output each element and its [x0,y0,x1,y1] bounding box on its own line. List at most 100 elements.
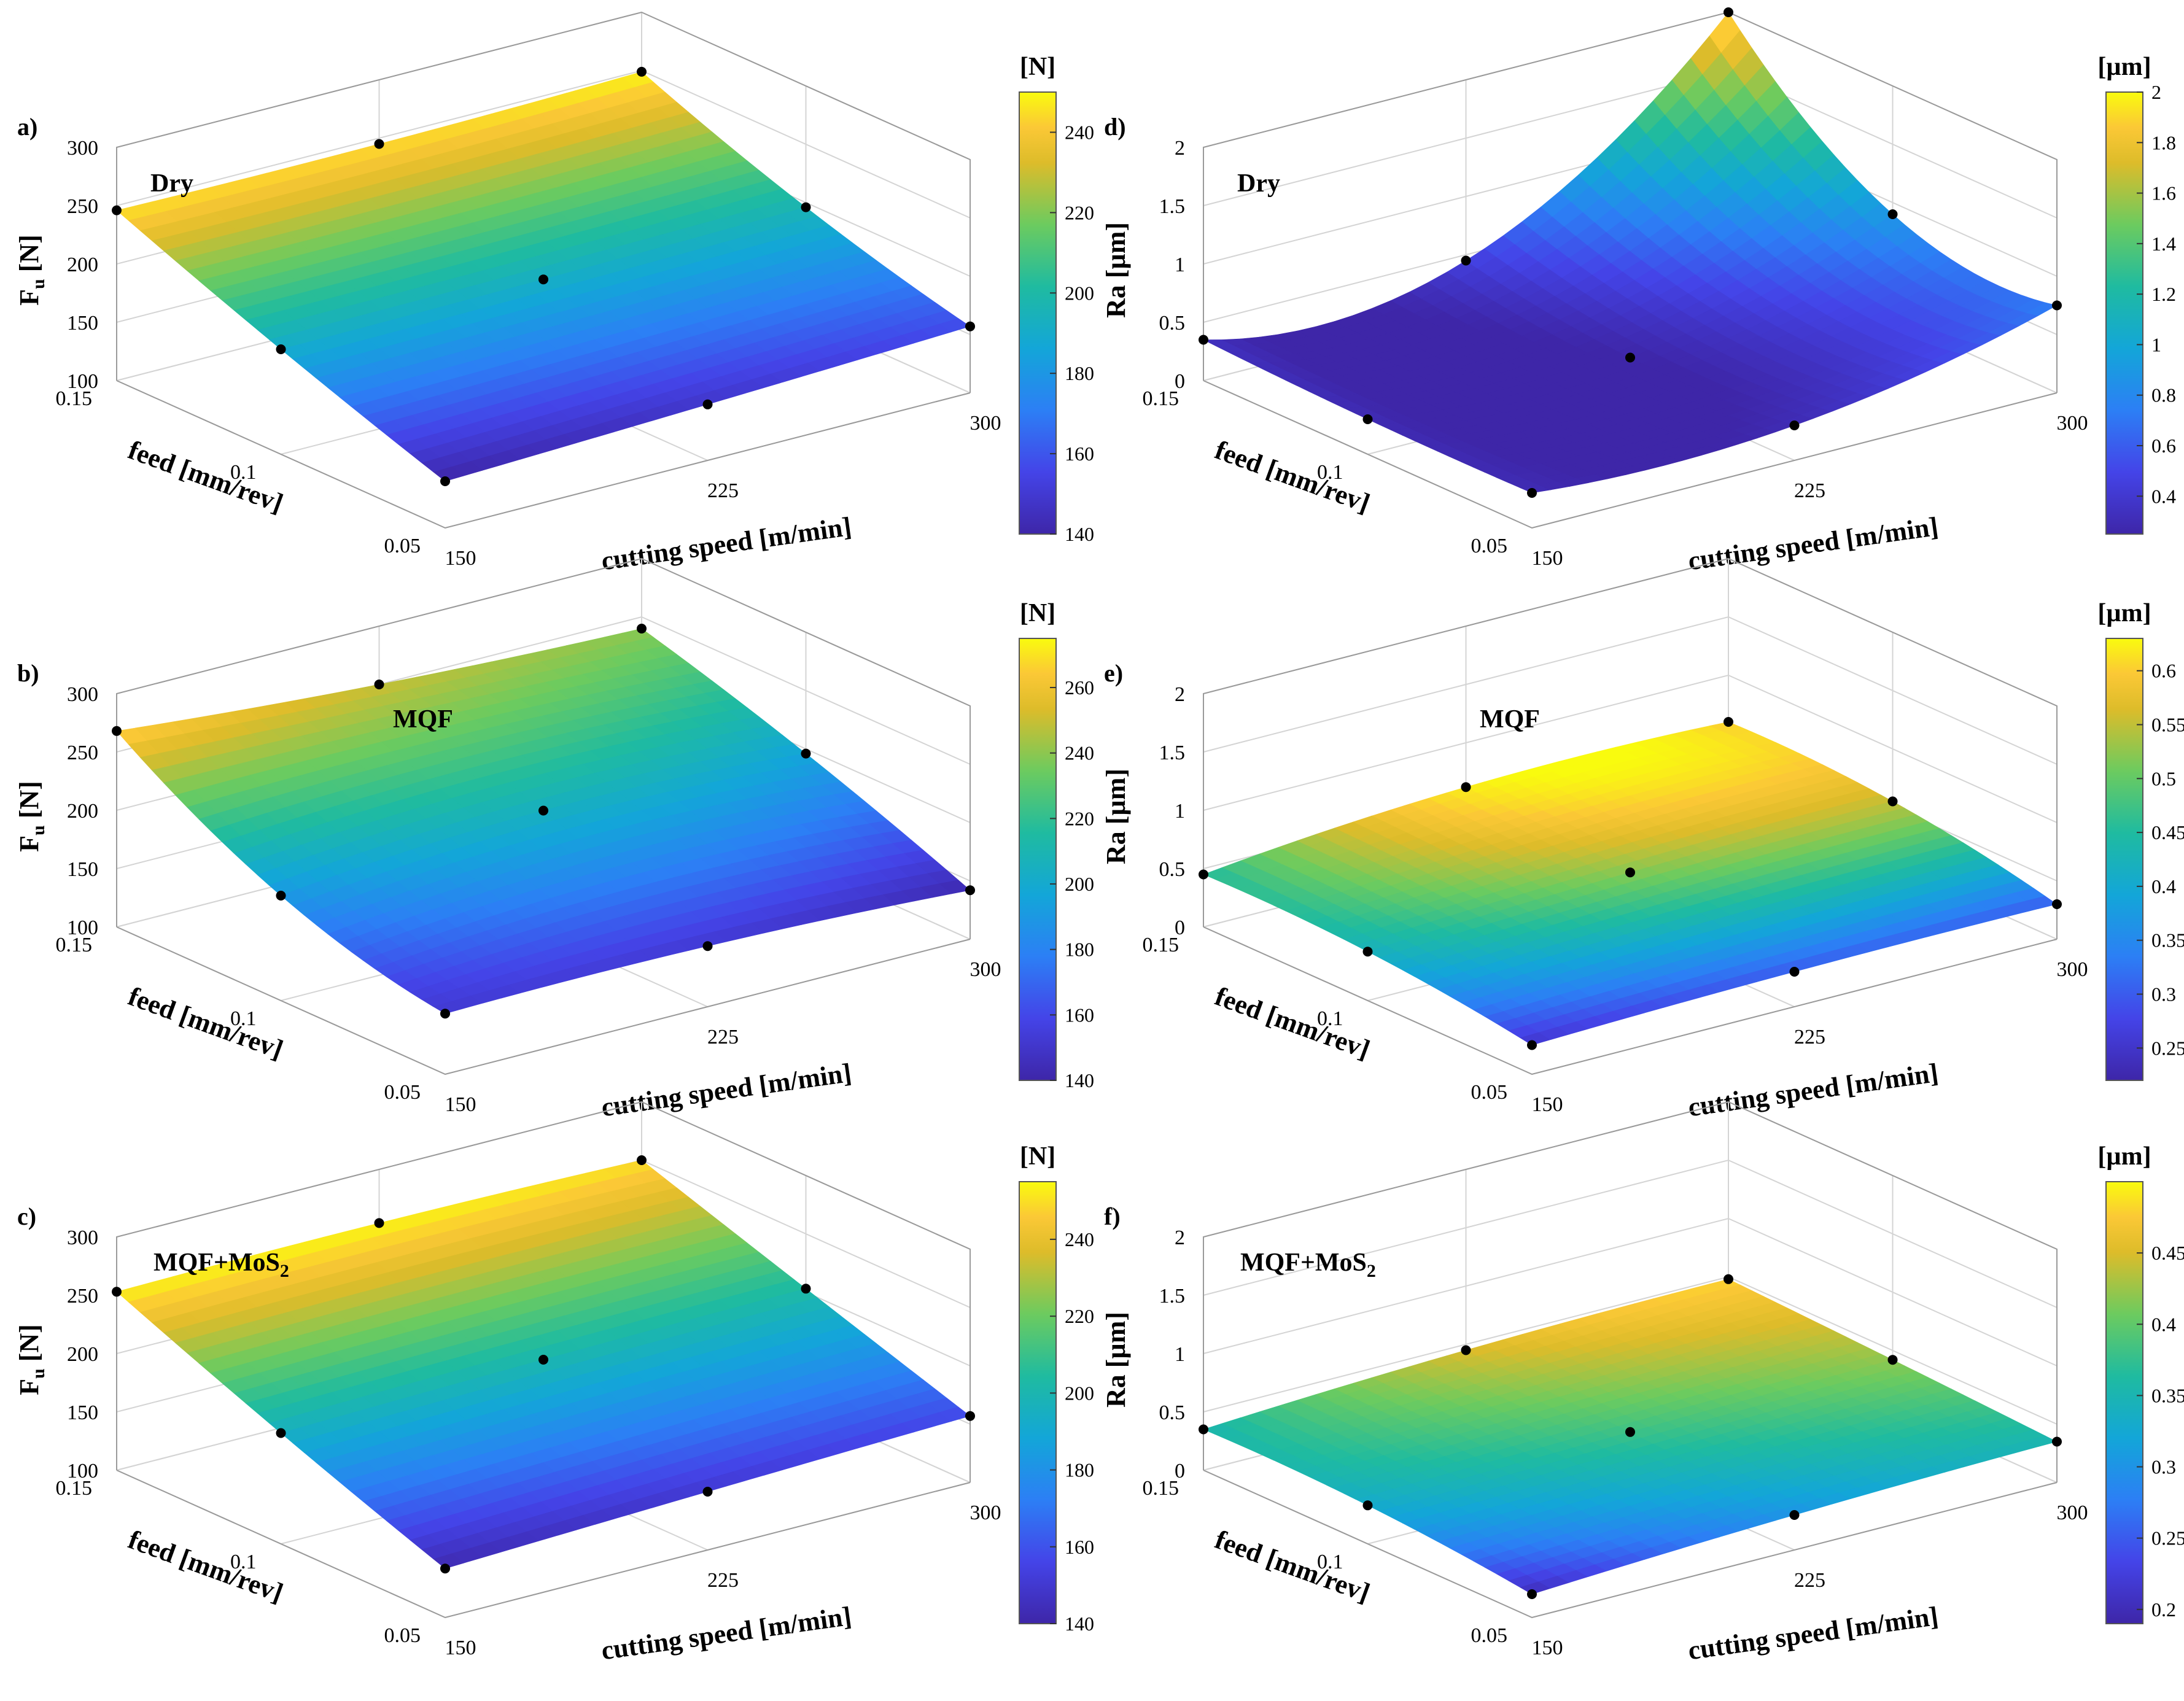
colorbar-tick-label: 220 [1065,807,1094,829]
data-point [440,1563,450,1574]
surface-facet [939,318,971,333]
colorbar-tick-label: 0.55 [2151,713,2184,735]
data-point [1723,717,1733,727]
series-label: MQF+MoS2 [154,1249,289,1281]
data-point [965,885,975,896]
colorbar-tick-label: 0.3 [2151,983,2176,1005]
colorbar-tick-label: 0.5 [2151,767,2176,789]
data-point [538,274,548,285]
data-point [1461,782,1471,792]
data-point [374,1218,384,1228]
data-point [2052,899,2062,909]
z-tick-label: 150 [67,1401,98,1424]
x-tick-label: 300 [970,412,1001,435]
y-tick-label: 0.05 [1471,1081,1508,1104]
z-axis-label: Fu [N] [14,781,49,852]
z-tick-label: 1 [1175,800,1185,823]
x-axis-label: cutting speed [m/min] [1686,511,1940,576]
data-point [112,205,122,215]
colorbar-tick-label: 1 [2151,333,2161,355]
data-point [801,202,811,212]
colorbar-tick-label: 140 [1065,1613,1094,1635]
x-axis-label: cutting speed [m/min] [1686,1058,1940,1123]
z-tick-label: 0.5 [1159,858,1186,881]
colorbar-unit-label: [N] [1020,1142,1055,1171]
colorbar-tick-label: 140 [1065,1069,1094,1091]
data-point [702,399,713,409]
colorbar-tick-label: 160 [1065,1536,1094,1558]
z-tick-label: 300 [67,137,98,160]
surface-mesh [116,71,971,482]
data-point [538,805,548,816]
axes-floor-edge [116,926,971,1075]
colorbar-tick-label: 1.6 [2151,182,2176,204]
z-tick-label: 150 [67,312,98,335]
y-tick-label: 0.05 [384,1624,421,1647]
colorbar-tick-label: 200 [1065,873,1094,895]
colorbar [2105,91,2143,535]
data-point [801,748,811,759]
surface-chart-c: 1001502002503001502253000.050.10.15cutti… [14,1101,1094,1665]
data-point [1527,1040,1537,1050]
wall-gridline [1203,557,2058,707]
series-label: Dry [1237,169,1280,198]
x-tick-label: 300 [2057,412,2088,435]
z-tick-label: 1.5 [1159,195,1186,218]
axes-box-outline [116,11,971,393]
z-tick-label: 300 [67,683,98,706]
colorbar-tick-label: 2 [2151,81,2161,103]
z-tick-label: 1 [1175,254,1185,276]
y-axis-label: feed [mm/rev] [1211,981,1374,1064]
z-axis-label: Fu [N] [14,234,49,306]
colorbar-tick-label: 240 [1065,742,1094,764]
surface-chart-b: 1001502002503001502253000.050.10.15cutti… [14,557,1094,1122]
axes-box [116,557,971,1075]
y-tick-label: 0.15 [56,934,93,956]
x-tick-label: 150 [1532,547,1563,570]
y-axis-label: feed [mm/rev] [124,435,287,518]
data-point [1461,255,1471,266]
colorbar [1019,1181,1057,1624]
data-point [1362,947,1373,957]
x-tick-label: 300 [970,958,1001,981]
series-label: Dry [150,169,193,198]
x-tick-label: 300 [2057,958,2088,981]
y-tick-label: 0.05 [384,1081,421,1104]
surface-chart-a: 1001502002503001502253000.050.10.15cutti… [14,11,1094,576]
surface-mesh [1203,12,2058,494]
z-tick-label: 2 [1175,137,1185,160]
colorbar-tick-label: 140 [1065,523,1094,545]
data-point [374,139,384,149]
colorbar-tick-label: 1.4 [2151,233,2176,255]
z-tick-label: 2 [1175,683,1185,706]
x-tick-label: 150 [445,547,476,570]
y-tick-label: 0.15 [1143,934,1179,956]
z-tick-label: 200 [67,1343,98,1366]
data-point [637,66,647,77]
data-point [440,476,450,486]
z-tick-label: 300 [67,1226,98,1249]
z-tick-label: 0.5 [1159,312,1186,335]
series-label: MQF [393,705,453,734]
data-point [374,680,384,689]
data-point [276,344,286,354]
y-tick-label: 0.05 [384,535,421,557]
colorbar-tick-label: 0.4 [2151,485,2176,507]
data-point [440,1009,450,1019]
z-axis-label: Fu [N] [14,1324,49,1395]
colorbar [1019,91,1057,535]
z-tick-label: 200 [67,800,98,823]
data-point [276,891,286,901]
x-axis-label: cutting speed [m/min] [599,511,853,576]
colorbar-tick-label: 180 [1065,939,1094,961]
colorbar-tick-label: 1.8 [2151,131,2176,153]
colorbar-tick-label: 200 [1065,1382,1094,1404]
data-point [637,624,647,634]
colorbar-tick-label: 240 [1065,121,1094,143]
colorbar-tick-label: 0.25 [2151,1037,2184,1059]
data-point [1625,867,1635,878]
colorbar-tick-label: 0.6 [2151,435,2176,457]
